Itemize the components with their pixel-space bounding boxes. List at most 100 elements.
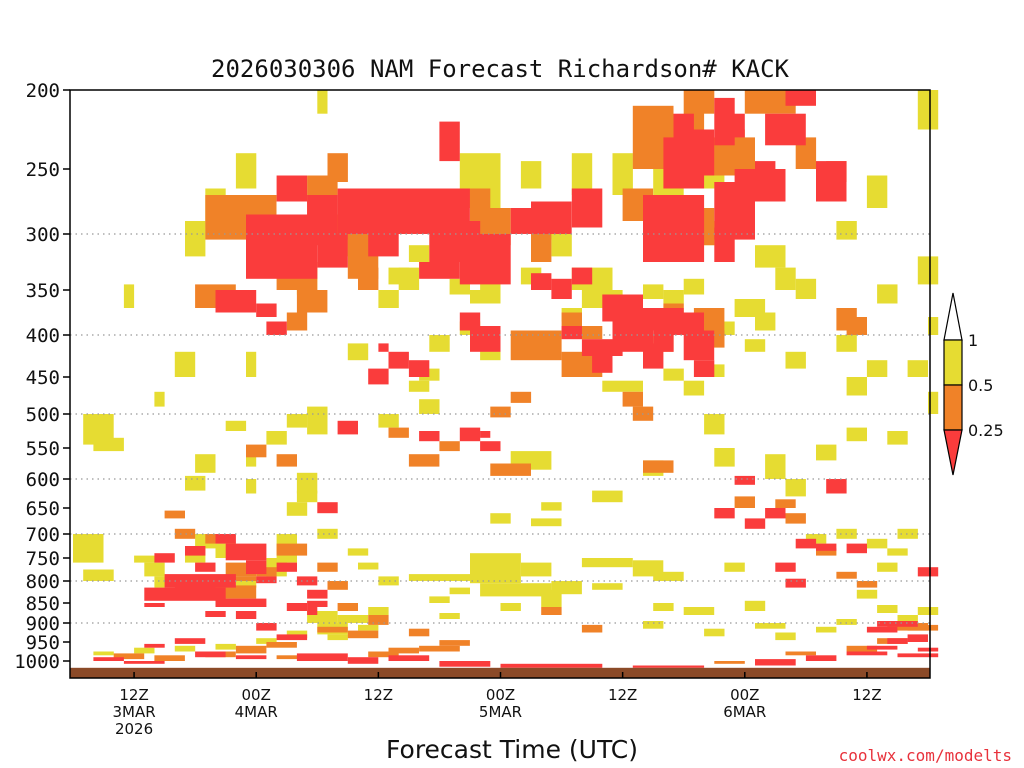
ri-cell-0-102 [816,626,837,633]
x-tick-label-0-1: 3MAR [112,703,155,721]
ri-cell-1-80 [164,510,185,519]
ri-cell-0-141 [296,490,318,503]
ri-cell-2-56 [144,603,165,607]
ri-cell-0-142 [134,555,155,563]
x-tick-label-1-1: 4MAR [235,703,278,721]
ri-cell-0-33 [368,607,389,615]
ri-cell-1-33 [368,615,389,625]
ri-cell-0-144 [347,548,369,556]
ri-cell-0-17 [246,479,257,494]
ri-cell-0-150 [704,628,725,637]
ri-cell-0-130 [683,278,705,295]
ri-cell-2-71 [123,661,165,664]
ri-cell-0-105 [877,605,898,613]
ri-cell-0-66 [866,538,888,549]
x-tick-label-3-0: 00Z [486,686,515,704]
ri-cell-2-52 [225,543,267,561]
ri-cell-0-117 [174,645,196,652]
ri-cell-2-83 [877,621,918,627]
ri-cell-2-57 [205,611,226,617]
ri-cell-2-19 [816,161,847,202]
ri-cell-2-8 [459,234,511,285]
ri-cell-1-56 [714,661,745,664]
ri-cell-2-87 [714,508,735,519]
legend-arrow-bottom [943,429,963,476]
x-tick-label-3-1: 5MAR [479,703,522,721]
ri-cell-2-20 [765,113,806,146]
ri-cell-1-48 [816,548,837,556]
ri-cell-2-23 [673,113,694,146]
ri-cell-2-72 [439,661,491,667]
ri-cell-0-32 [337,615,369,623]
ri-cell-0-110 [500,603,521,611]
ri-cell-1-78 [276,454,297,467]
ri-cell-2-76 [805,655,837,661]
ri-cell-1-34 [419,645,460,652]
ri-cell-0-72 [877,284,898,304]
ri-cell-2-97 [480,441,501,452]
ri-cell-2-108 [195,562,216,572]
ri-cell-2-53 [215,534,236,544]
ri-cell-2-60 [276,634,308,641]
ri-cell-1-16 [510,330,562,361]
ri-cell-2-68 [347,657,379,664]
ri-cell-0-122 [612,153,633,195]
ri-cell-1-82 [317,562,338,572]
ri-cell-1-85 [541,607,562,615]
ri-cell-2-29 [266,321,287,335]
ri-cell-0-133 [419,399,440,414]
data-cells [73,90,939,668]
ri-cell-0-111 [439,613,460,619]
ri-cell-1-9 [744,90,796,114]
ri-cell-0-149 [643,621,664,629]
ri-cell-0-116 [215,643,236,650]
legend-label-1: 0.5 [968,376,993,395]
ri-cell-0-52 [602,380,643,392]
ri-cell-0-36 [480,583,552,597]
ri-cell-0-58 [744,339,766,352]
ri-cell-2-70 [93,657,124,661]
ri-cell-2-82 [866,626,898,633]
y-tick-label-300: 300 [26,224,60,246]
ri-cell-0-91 [378,290,399,308]
y-tick-label-1000: 1000 [14,651,60,673]
ri-cell-0-54 [683,380,705,396]
ri-cell-0-96 [704,414,725,435]
credit-link[interactable]: coolwx.com/modelts [839,746,1012,765]
ri-cell-2-105 [307,600,328,607]
ri-cell-2-91 [816,543,837,551]
x-tick-label-6-0: 12Z [852,686,881,704]
y-tick-label-250: 250 [26,159,60,181]
ri-cell-1-75 [846,317,867,335]
ri-cell-0-43 [653,571,684,581]
ri-cell-0-77 [846,377,867,396]
ri-cell-2-73 [500,663,603,668]
ri-cell-1-47 [785,513,806,524]
ri-cell-0-48 [592,490,623,503]
ri-cell-1-27 [256,567,277,577]
ri-cell-0-115 [256,638,277,644]
ri-cell-1-55 [785,651,816,656]
y-axis: 200 250 300 350 400 450 500 550 600 650 7007508008… [14,80,70,673]
ri-cell-2-111 [531,273,552,290]
ri-cell-0-114 [286,630,308,639]
ri-cell-0-35 [470,553,521,584]
ri-cell-0-101 [775,632,796,641]
ri-cell-2-64 [144,643,165,648]
ri-cell-0-126 [775,267,796,290]
y-tick-label-900: 900 [26,613,60,635]
ri-cell-0-7 [866,175,888,208]
ri-cell-0-2 [235,153,257,189]
ri-cell-2-61 [246,598,267,607]
y-tick-label-700: 700 [26,524,60,546]
ri-cell-1-53 [907,624,939,631]
ri-cell-0-1 [917,90,939,130]
ri-cell-2-74 [632,665,705,668]
ri-cell-0-21 [93,437,124,452]
ri-cell-2-36 [693,360,715,377]
ri-cell-0-19 [286,502,308,516]
ri-cell-1-6 [327,153,348,182]
ri-cell-0-93 [286,414,308,428]
y-tick-label-200: 200 [26,80,60,102]
